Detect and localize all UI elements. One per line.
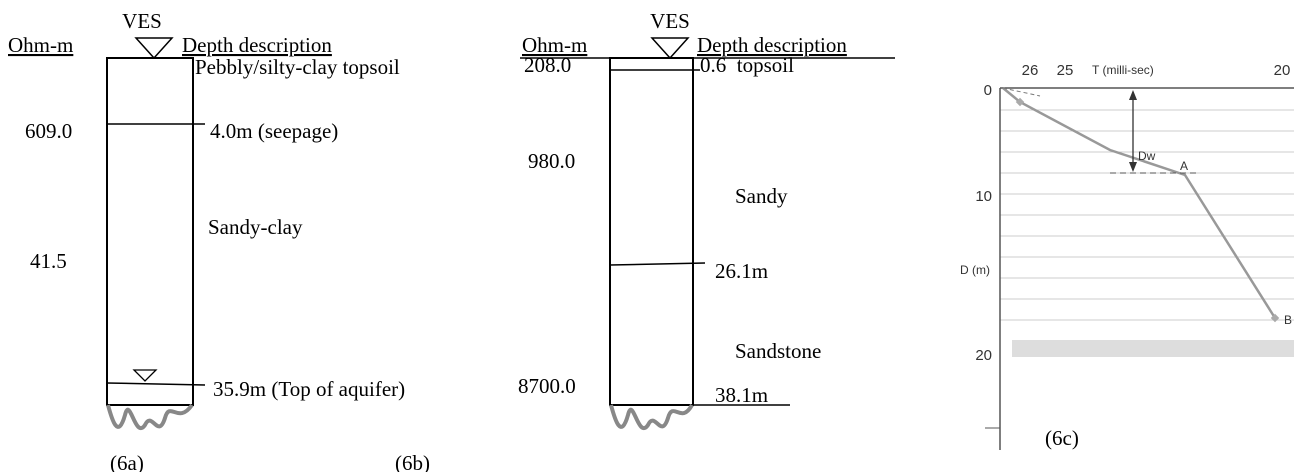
ves-triangle [134, 37, 174, 60]
depth-text: 4.0m (seepage) [210, 119, 338, 143]
aquifer-band [1012, 340, 1294, 357]
dashed-line [1002, 87, 1041, 97]
caption: (6b) [395, 451, 430, 472]
x-tick-label: 26 [1022, 62, 1039, 79]
ves-label: VES [650, 9, 690, 33]
resistivity-header: Ohm-m [522, 33, 587, 57]
arrow-head [1129, 90, 1137, 100]
resistivity-text: 609.0 [25, 119, 72, 143]
x-tick-label: 25 [1057, 62, 1074, 79]
resistivity-text: 980.0 [528, 149, 575, 173]
depth-text: 35.9m (Top of aquifer) [213, 377, 405, 401]
y-tick-label: 10 [975, 188, 992, 205]
depth-header: Depth description [182, 33, 332, 57]
dw-label: Dw [1138, 149, 1156, 163]
layer-boundary [609, 262, 706, 266]
point-label: A [1180, 159, 1188, 173]
resistivity-text: 208.0 [524, 53, 571, 77]
y-axis-label: D (m) [960, 263, 990, 277]
borehole-bottom [609, 403, 694, 430]
water-table-marker [132, 369, 158, 382]
resistivity-text: 8700.0 [518, 374, 576, 398]
ves-label: VES [122, 9, 162, 33]
point-label: B [1284, 313, 1292, 327]
depth-text: 0.6 topsoil [700, 53, 794, 77]
panel-6a: VES Ohm-m Depth description Pebbly/silty… [8, 9, 405, 472]
travel-time-line [1002, 87, 1277, 319]
borehole-column [106, 57, 194, 406]
borehole-column [609, 57, 694, 406]
layer-text: Sandy [735, 184, 788, 208]
layer-text: Sandy-clay [208, 215, 303, 239]
depth-text: 26.1m [715, 259, 768, 283]
x-axis-label: T (milli-sec) [1092, 63, 1154, 77]
layer-boundary [106, 382, 206, 386]
panel-6b: VES Ohm-m Depth description 208.0 0.6 to… [395, 9, 895, 472]
arrow-head [1129, 162, 1137, 172]
grid-lines [1000, 109, 1294, 321]
panel-6c: 26 25 T (milli-sec) 20 0 10 D (m) 20 Dw … [960, 62, 1294, 450]
layer-text: Pebbly/silty-clay topsoil [195, 55, 400, 79]
borehole-bottom [106, 403, 194, 430]
resistivity-header: Ohm-m [8, 33, 73, 57]
y-tick-label: 20 [975, 347, 992, 364]
layer-text: Sandstone [735, 339, 821, 363]
depth-text: 38.1m [715, 383, 768, 407]
y-tick-label: 0 [984, 82, 992, 99]
depth-header: Depth description [697, 33, 847, 57]
point-marker [1270, 313, 1280, 323]
x-tick-label: 20 [1274, 62, 1291, 79]
caption: (6c) [1045, 426, 1079, 450]
ves-triangle [650, 37, 690, 60]
resistivity-text: 41.5 [30, 249, 67, 273]
caption: (6a) [110, 451, 144, 472]
